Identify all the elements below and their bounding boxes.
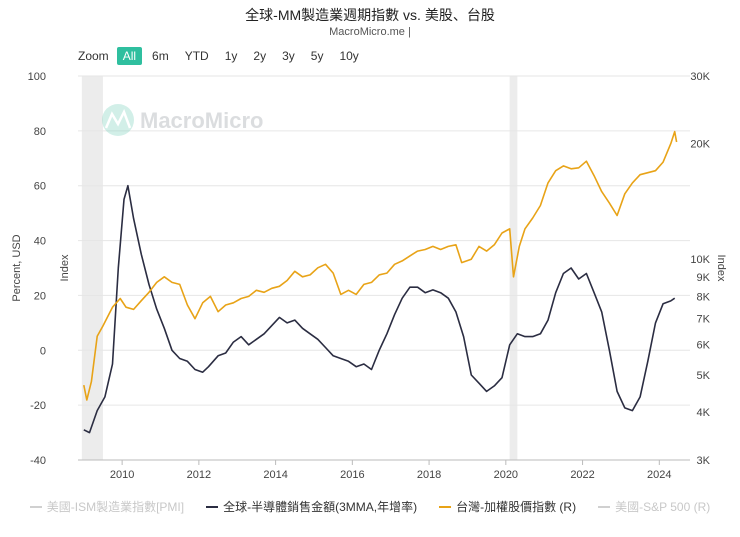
zoom-button-2y[interactable]: 2y bbox=[253, 49, 267, 63]
watermark-icon-glyph bbox=[104, 108, 132, 129]
left-tick-label: -40 bbox=[30, 455, 46, 467]
left-tick-label: 100 bbox=[28, 71, 46, 83]
x-tick-label: 2016 bbox=[340, 469, 364, 481]
x-tick-label: 2020 bbox=[494, 469, 518, 481]
zoom-button-6m[interactable]: 6m bbox=[152, 49, 169, 63]
right-axis-title: Index bbox=[715, 255, 727, 282]
zoom-button-1y[interactable]: 1y bbox=[224, 49, 238, 63]
zoom-bar: Zoom All 6m YTD 1y 2y 3y 5y 10y bbox=[78, 47, 365, 65]
zoom-button-all[interactable]: All bbox=[116, 47, 143, 65]
right-tick-label: 30K bbox=[690, 71, 710, 83]
left-tick-label: 20 bbox=[34, 290, 46, 302]
chart-subtitle: MacroMicro.me | bbox=[329, 26, 411, 38]
right-tick-label: 20K bbox=[690, 139, 710, 151]
chart-title: 全球-MM製造業週期指數 vs. 美股、台股 bbox=[245, 7, 495, 23]
legend-label: 美國-S&P 500 (R) bbox=[615, 500, 711, 514]
zoom-button-3y[interactable]: 3y bbox=[282, 49, 295, 63]
watermark-logo: MacroMicro bbox=[102, 104, 263, 136]
legend-item-sp500[interactable]: 美國-S&P 500 (R) bbox=[598, 498, 710, 515]
legend-swatch bbox=[598, 505, 611, 508]
right-tick-label: 5K bbox=[697, 370, 711, 382]
series-line-semiconductor-sales bbox=[83, 184, 676, 434]
legend-swatch bbox=[29, 505, 42, 508]
left-axis-title: Percent, USD bbox=[11, 234, 23, 301]
zoom-button-5y[interactable]: 5y bbox=[310, 49, 324, 63]
zoom-button-ytd[interactable]: YTD bbox=[184, 49, 209, 63]
zoom-label: Zoom bbox=[78, 49, 109, 63]
right-tick-label: 10K bbox=[690, 254, 710, 266]
watermark-text: MacroMicro bbox=[140, 108, 263, 133]
legend-item-taiex[interactable]: 台灣-加權股價指數 (R) bbox=[439, 498, 576, 515]
legend: 美國-ISM製造業指數[PMI] 全球-半導體銷售金額(3MMA,年增率) 台灣… bbox=[0, 498, 740, 515]
right-tick-label: 9K bbox=[697, 272, 711, 284]
left-tick-label: 0 bbox=[40, 345, 46, 357]
x-tick-label: 2024 bbox=[647, 469, 671, 481]
series-line-taiex bbox=[83, 130, 678, 401]
legend-label: 台灣-加權股價指數 (R) bbox=[456, 500, 577, 514]
left-tick-label: -20 bbox=[30, 400, 46, 412]
x-tick-label: 2010 bbox=[110, 469, 134, 481]
legend-item-semiconductor-sales[interactable]: 全球-半導體銷售金額(3MMA,年增率) bbox=[206, 498, 417, 515]
legend-label: 全球-半導體銷售金額(3MMA,年增率) bbox=[223, 500, 418, 514]
x-tick-label: 2022 bbox=[570, 469, 594, 481]
zoom-button-10y[interactable]: 10y bbox=[339, 49, 359, 63]
right-tick-label: 6K bbox=[697, 339, 711, 351]
watermark-icon bbox=[102, 104, 134, 136]
shaded-band bbox=[81, 76, 103, 460]
x-tick-label: 2014 bbox=[263, 469, 287, 481]
right-tick-label: 3K bbox=[697, 455, 711, 467]
legend-item-ism-pmi[interactable]: 美國-ISM製造業指數[PMI] bbox=[29, 498, 185, 515]
right-tick-label: 7K bbox=[697, 314, 711, 326]
right-tick-label: 8K bbox=[697, 291, 711, 303]
x-tick-label: 2012 bbox=[187, 469, 211, 481]
legend-swatch bbox=[206, 505, 219, 508]
left-tick-label: 40 bbox=[34, 236, 46, 248]
left-tick-label: 60 bbox=[34, 181, 46, 193]
x-tick-label: 2018 bbox=[417, 469, 441, 481]
left-tick-label: 80 bbox=[34, 126, 46, 138]
legend-label: 美國-ISM製造業指數[PMI] bbox=[46, 500, 185, 514]
right-tick-label: 4K bbox=[697, 407, 711, 419]
left-axis-title-index: Index bbox=[59, 254, 71, 281]
legend-swatch bbox=[439, 505, 452, 508]
